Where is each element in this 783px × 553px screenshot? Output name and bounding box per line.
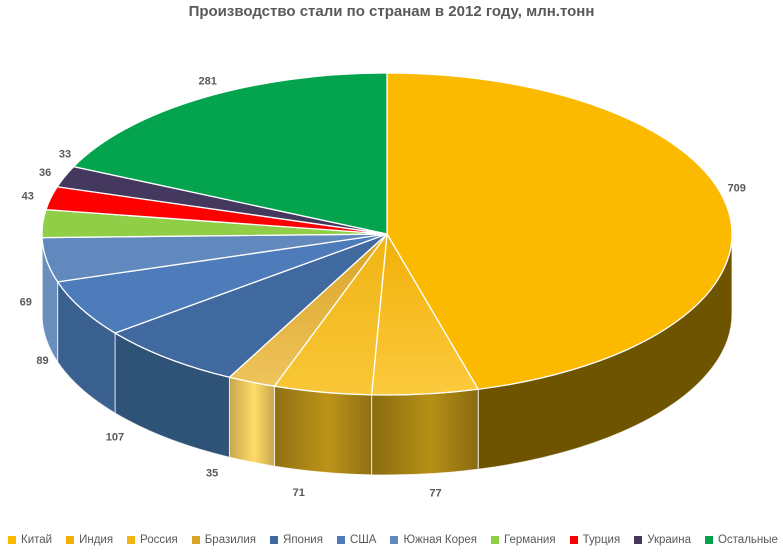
pie-slice-5 bbox=[56, 233, 388, 334]
legend-swatch-icon bbox=[491, 536, 500, 545]
slice-value-label-9: 33 bbox=[59, 148, 71, 160]
slice-value-label-5: 89 bbox=[36, 355, 48, 367]
slice-value-label-3: 35 bbox=[206, 467, 218, 479]
slice-value-label-2: 71 bbox=[293, 487, 305, 499]
legend-item-8: Турция bbox=[569, 533, 621, 547]
slice-value-label-0: 709 bbox=[728, 183, 746, 195]
legend-swatch-icon bbox=[569, 536, 578, 545]
chart-legend: Китай Индия Россия Бразилия Япония США Южная К… bbox=[8, 533, 778, 547]
legend-item-3: Бразилия bbox=[191, 533, 257, 547]
pie-slice-0 bbox=[386, 72, 733, 390]
slice-value-label-7: 43 bbox=[22, 191, 34, 203]
legend-swatch-icon bbox=[66, 536, 75, 545]
slice-value-label-8: 36 bbox=[39, 167, 51, 179]
slice-value-label-4: 107 bbox=[106, 431, 124, 443]
legend-label: Южная Корея bbox=[403, 533, 478, 546]
legend-item-4: Япония bbox=[270, 533, 323, 547]
legend-swatch-icon bbox=[336, 536, 345, 545]
legend-swatch-icon bbox=[8, 536, 16, 545]
legend-item-2: Россия bbox=[127, 533, 178, 547]
legend-label: Индия bbox=[79, 533, 114, 546]
legend-swatch-icon bbox=[270, 536, 279, 545]
legend-item-7: Германия bbox=[491, 533, 556, 547]
legend-item-5: США bbox=[336, 533, 377, 547]
pie-slice-wall-2 bbox=[273, 385, 373, 476]
legend-label: Китай bbox=[21, 533, 53, 546]
legend-label: Бразилия bbox=[204, 533, 257, 546]
legend-label: Остальные bbox=[717, 533, 778, 546]
legend-item-6: Южная Корея bbox=[390, 533, 478, 547]
legend-label: Германия bbox=[504, 533, 556, 546]
pie-slice-4 bbox=[114, 233, 388, 378]
legend-item-1: Индия bbox=[66, 533, 114, 547]
legend-label: Россия bbox=[140, 533, 178, 546]
legend-item-10: Остальные bbox=[704, 533, 778, 547]
chart-title: Производство стали по странам в 2012 год… bbox=[188, 3, 595, 20]
legend-item-9: Украина bbox=[634, 533, 691, 547]
pie-slice-wall-1 bbox=[371, 388, 479, 476]
slice-value-label-1: 77 bbox=[429, 487, 441, 499]
slice-value-label-6: 69 bbox=[20, 296, 32, 308]
legend-swatch-icon bbox=[191, 536, 200, 545]
legend-swatch-icon bbox=[390, 536, 399, 545]
legend-swatch-icon bbox=[634, 536, 643, 545]
legend-swatch-icon bbox=[704, 536, 713, 545]
pie-slice-10 bbox=[73, 72, 388, 235]
slice-value-label-10: 281 bbox=[199, 76, 217, 88]
legend-swatch-icon bbox=[127, 536, 136, 545]
legend-label: США bbox=[349, 533, 377, 546]
legend-label: Япония bbox=[283, 533, 323, 546]
legend-label: Турция bbox=[582, 533, 621, 546]
pie-slice-wall-3 bbox=[228, 376, 275, 467]
legend-label: Украина bbox=[647, 533, 691, 546]
legend-item-0: Китай bbox=[8, 533, 53, 547]
